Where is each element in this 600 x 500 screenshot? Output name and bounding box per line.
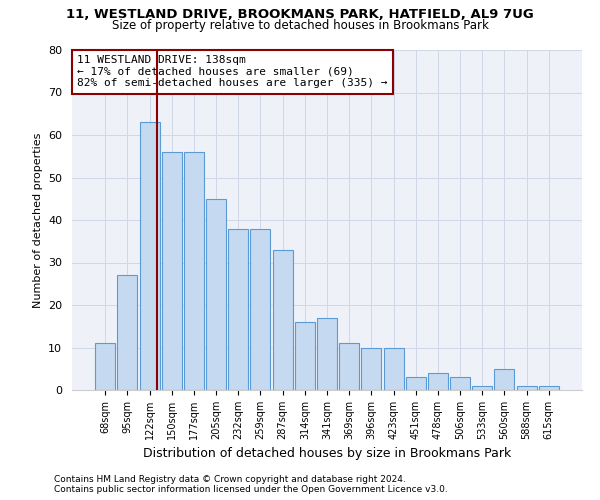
- Bar: [494, 369, 514, 390]
- Text: Contains public sector information licensed under the Open Government Licence v3: Contains public sector information licen…: [54, 485, 448, 494]
- Bar: [228, 228, 248, 390]
- Bar: [295, 322, 315, 390]
- Bar: [184, 152, 204, 390]
- Text: Contains HM Land Registry data © Crown copyright and database right 2024.: Contains HM Land Registry data © Crown c…: [54, 475, 406, 484]
- Y-axis label: Number of detached properties: Number of detached properties: [32, 132, 43, 308]
- Bar: [339, 343, 359, 390]
- Text: 11 WESTLAND DRIVE: 138sqm
← 17% of detached houses are smaller (69)
82% of semi-: 11 WESTLAND DRIVE: 138sqm ← 17% of detac…: [77, 55, 388, 88]
- Bar: [317, 318, 337, 390]
- Bar: [383, 348, 404, 390]
- Text: 11, WESTLAND DRIVE, BROOKMANS PARK, HATFIELD, AL9 7UG: 11, WESTLAND DRIVE, BROOKMANS PARK, HATF…: [66, 8, 534, 20]
- Bar: [206, 198, 226, 390]
- Bar: [272, 250, 293, 390]
- Bar: [472, 386, 492, 390]
- Bar: [140, 122, 160, 390]
- Bar: [118, 275, 137, 390]
- Bar: [95, 343, 115, 390]
- Bar: [517, 386, 536, 390]
- X-axis label: Distribution of detached houses by size in Brookmans Park: Distribution of detached houses by size …: [143, 448, 511, 460]
- Bar: [406, 378, 426, 390]
- Bar: [361, 348, 382, 390]
- Bar: [162, 152, 182, 390]
- Bar: [539, 386, 559, 390]
- Bar: [250, 228, 271, 390]
- Text: Size of property relative to detached houses in Brookmans Park: Size of property relative to detached ho…: [112, 18, 488, 32]
- Bar: [428, 373, 448, 390]
- Bar: [450, 378, 470, 390]
